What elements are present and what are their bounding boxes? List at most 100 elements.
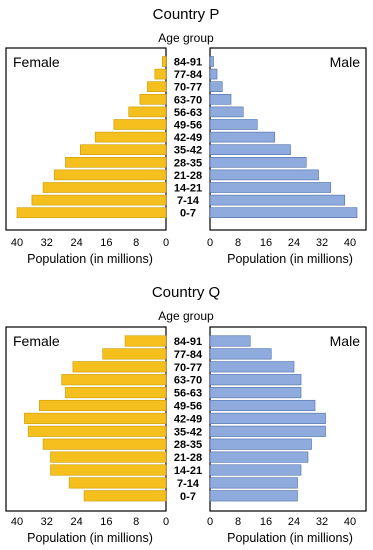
age-group-label: 14-21: [174, 183, 202, 195]
female-tick-label: 8: [133, 237, 139, 249]
male-bar-42-49: [209, 131, 276, 143]
age-group-label: 35-42: [174, 426, 202, 438]
female-bar-49-56: [39, 399, 167, 412]
female-legend-label: Female: [13, 54, 60, 70]
age-group-label: 63-70: [174, 94, 202, 106]
female-bar-84-91: [161, 56, 167, 67]
female-bar-14-21: [50, 464, 167, 476]
female-tick-label: 40: [11, 237, 23, 249]
female-tick-label: 32: [41, 237, 53, 249]
age-group-label: 84-91: [174, 336, 202, 348]
male-tick-label: 8: [235, 516, 241, 528]
age-group-label: 21-28: [174, 170, 202, 182]
chart-country-q: Country Q Age group Female Male 84-9177-…: [5, 284, 367, 545]
chart-title: Country Q: [152, 284, 220, 301]
female-bar-56-63: [128, 106, 167, 118]
female-tick-label: 24: [70, 516, 82, 528]
male-bar-14-21: [209, 182, 332, 193]
male-bar-56-63: [209, 387, 302, 399]
age-group-label: 28-35: [174, 439, 202, 451]
female-tick-label: 32: [41, 516, 53, 528]
female-bar-70-77: [72, 361, 167, 373]
female-bar-70-77: [147, 81, 167, 92]
age-group-header: Age group: [158, 309, 214, 323]
age-group-label: 42-49: [174, 413, 202, 425]
male-bar-0-7: [209, 207, 358, 218]
male-tick-label: 16: [260, 237, 272, 249]
female-tick-label: 16: [100, 237, 112, 249]
male-axis-ticks: 0 8 16 24 32 40: [207, 237, 356, 249]
male-tick-label: 32: [316, 237, 328, 249]
male-bar-70-77: [209, 361, 295, 373]
female-bar-0-7: [16, 207, 167, 218]
age-group-label: 70-77: [174, 82, 202, 94]
female-bar-7-14: [68, 477, 167, 489]
male-tick-label: 40: [344, 237, 356, 249]
male-tick-label: 32: [316, 516, 328, 528]
female-bar-21-28: [53, 169, 167, 181]
female-tick-label: 40: [11, 516, 23, 528]
male-bar-35-42: [209, 425, 326, 437]
male-bar-63-70: [209, 94, 232, 105]
female-tick-label: 8: [133, 516, 139, 528]
male-bar-42-49: [209, 412, 326, 424]
chart-country-p: Country P Age group Female Male 84-9177-…: [5, 6, 367, 266]
male-bar-21-28: [209, 451, 309, 463]
female-bar-77-84: [102, 348, 167, 360]
male-x-axis-label: Population (in millions): [227, 531, 353, 545]
age-group-label: 84-91: [174, 57, 202, 69]
female-bar-63-70: [61, 374, 167, 386]
age-group-label: 63-70: [174, 375, 202, 387]
male-bar-63-70: [209, 374, 302, 386]
male-x-axis-label: Population (in millions): [227, 252, 353, 266]
age-group-label: 77-84: [174, 69, 203, 81]
age-group-labels: 84-9177-8470-7763-7056-6349-5642-4935-42…: [174, 57, 203, 220]
female-x-axis-label: Population (in millions): [27, 531, 153, 545]
age-group-label: 14-21: [174, 465, 202, 477]
age-group-label: 0-7: [180, 491, 196, 503]
age-group-labels: 84-9177-8470-7763-7056-6349-5642-4935-42…: [174, 336, 203, 503]
age-group-label: 7-14: [177, 478, 200, 490]
male-tick-label: 40: [344, 516, 356, 528]
male-tick-label: 16: [260, 516, 272, 528]
female-bar-42-49: [24, 412, 167, 424]
male-tick-label: 0: [207, 516, 213, 528]
female-bar-28-35: [65, 157, 167, 168]
female-bar-84-91: [124, 335, 167, 347]
male-bar-28-35: [209, 157, 307, 168]
female-tick-label: 0: [163, 516, 169, 528]
male-bar-49-56: [209, 119, 258, 130]
age-group-label: 49-56: [174, 120, 202, 132]
male-bar-21-28: [209, 169, 319, 181]
female-bar-49-56: [113, 119, 167, 130]
age-group-header: Age group: [158, 31, 214, 45]
female-x-axis-label: Population (in millions): [27, 252, 153, 266]
male-legend-label: Male: [330, 333, 361, 349]
male-bar-84-91: [209, 335, 251, 347]
female-legend-label: Female: [13, 333, 60, 349]
female-bar-35-42: [27, 425, 167, 437]
male-bar-77-84: [209, 68, 218, 80]
female-bar-14-21: [42, 182, 167, 193]
male-bar-70-77: [209, 81, 223, 92]
female-bar-42-49: [94, 131, 167, 143]
male-bar-7-14: [209, 194, 346, 206]
male-bar-35-42: [209, 144, 291, 155]
male-bars: [209, 56, 358, 218]
female-bars: [24, 335, 167, 502]
female-tick-label: 16: [100, 516, 112, 528]
age-group-label: 42-49: [174, 132, 202, 144]
female-bar-56-63: [65, 387, 167, 399]
age-group-label: 35-42: [174, 145, 202, 157]
female-bar-0-7: [83, 490, 167, 502]
male-bar-49-56: [209, 399, 316, 412]
male-tick-label: 24: [288, 237, 300, 249]
male-bar-56-63: [209, 106, 244, 118]
male-tick-label: 24: [288, 516, 300, 528]
male-bar-14-21: [209, 464, 302, 476]
female-axis-ticks: 40 32 24 16 8 0: [11, 516, 169, 528]
male-axis-ticks: 0 8 16 24 32 40: [207, 516, 356, 528]
female-bar-21-28: [50, 451, 167, 463]
female-bar-35-42: [80, 144, 167, 155]
